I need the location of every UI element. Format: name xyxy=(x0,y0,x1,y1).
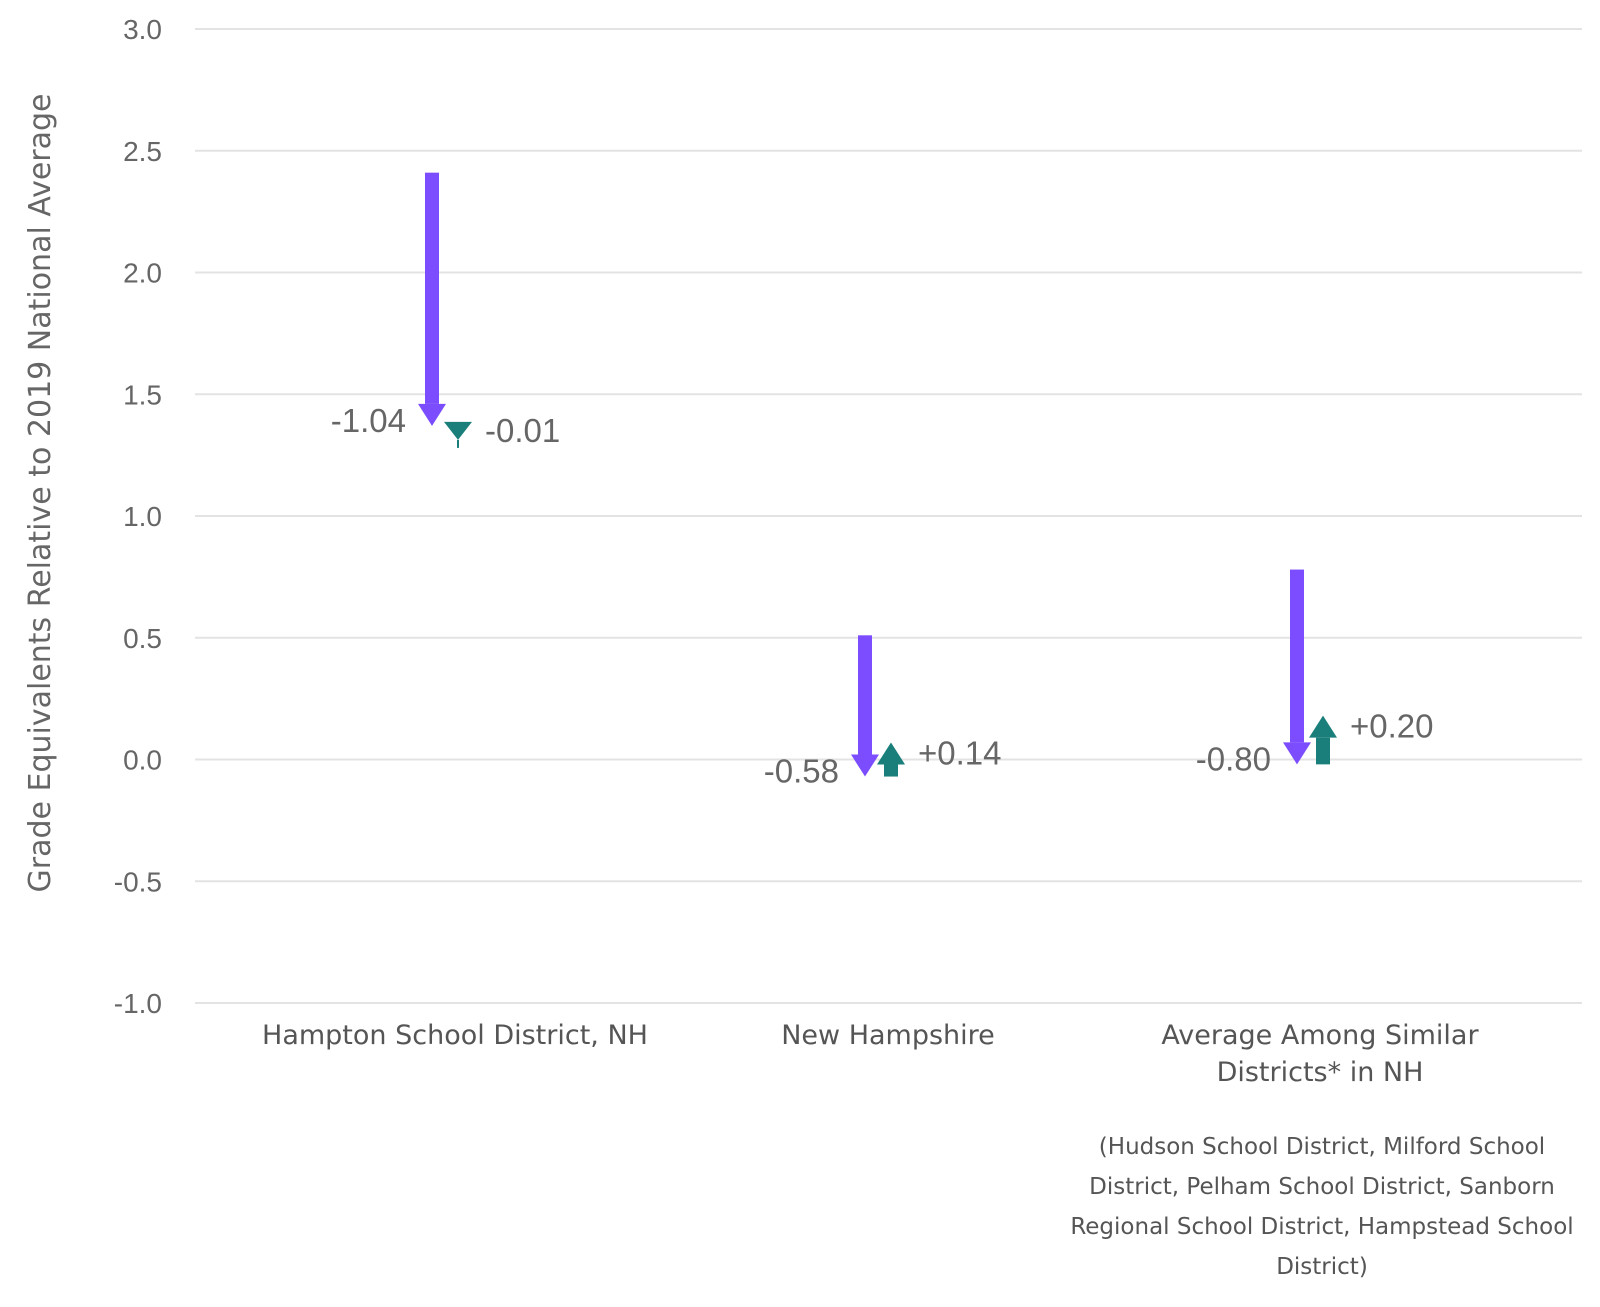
arrow-head xyxy=(1309,715,1337,738)
category-label: Hampton School District, NH xyxy=(262,1020,648,1051)
data-label-layer: -1.04 -0.58 -0.80 -0.01 +0.14 +0.20 xyxy=(331,402,1434,790)
data-label: -0.80 xyxy=(1196,740,1271,777)
category-label: Districts* in NH xyxy=(1217,1057,1424,1088)
category-labels: Hampton School District, NH New Hampshire… xyxy=(262,1020,1479,1088)
arrow-head xyxy=(851,754,879,777)
footnote-line: District, Pelham School District, Sanbor… xyxy=(1089,1174,1555,1200)
change-arrow xyxy=(877,742,905,777)
data-label: -0.01 xyxy=(485,412,560,449)
arrow-tip xyxy=(457,439,459,448)
arrow-shaft xyxy=(1290,569,1304,743)
y-tick-labels: 3.0 2.5 2.0 1.5 1.0 0.5 0.0 -0.5 -1.0 xyxy=(114,14,162,1019)
arrow-shaft xyxy=(858,635,872,755)
arrow-head xyxy=(1283,742,1311,765)
data-label: +0.14 xyxy=(918,734,1002,771)
category-label: New Hampshire xyxy=(781,1020,995,1051)
data-label: -0.58 xyxy=(764,753,839,790)
change-arrow xyxy=(851,635,879,777)
y-axis-label: Grade Equivalents Relative to 2019 Natio… xyxy=(23,93,58,892)
y-tick-label: 1.0 xyxy=(123,501,162,532)
footnote-line: District) xyxy=(1276,1254,1368,1280)
y-tick-label: -0.5 xyxy=(114,866,162,897)
arrow-head xyxy=(418,403,446,426)
y-tick-label: -1.0 xyxy=(114,988,162,1019)
grid-layer xyxy=(195,28,1582,1004)
change-arrow xyxy=(418,172,446,426)
category-label: Average Among Similar xyxy=(1161,1020,1479,1051)
category-footnote: (Hudson School District, Milford School D… xyxy=(1070,1134,1573,1280)
arrow-head xyxy=(444,421,472,440)
arrow-shaft xyxy=(884,764,898,777)
footnote-line: Regional School District, Hampstead Scho… xyxy=(1070,1214,1573,1240)
y-tick-label: 2.5 xyxy=(123,136,162,167)
arrow-shaft xyxy=(1316,737,1330,765)
y-tick-label: 3.0 xyxy=(123,14,162,45)
arrow-layer xyxy=(418,172,1337,777)
y-tick-label: 0.5 xyxy=(123,623,162,654)
data-label: -1.04 xyxy=(331,402,406,439)
footnote-line: (Hudson School District, Milford School xyxy=(1099,1134,1545,1160)
y-tick-label: 1.5 xyxy=(123,379,162,410)
y-tick-label: 0.0 xyxy=(123,745,162,776)
data-label: +0.20 xyxy=(1350,708,1434,745)
change-arrow xyxy=(1309,715,1337,765)
arrow-shaft xyxy=(425,172,439,404)
change-arrow xyxy=(444,421,472,448)
arrow-head xyxy=(877,742,905,765)
change-arrow xyxy=(1283,569,1311,765)
y-tick-label: 2.0 xyxy=(123,258,162,289)
